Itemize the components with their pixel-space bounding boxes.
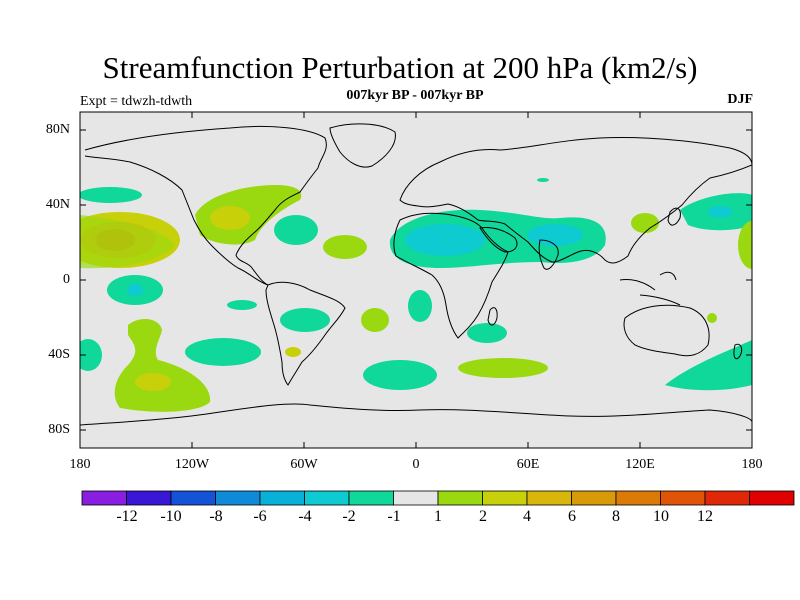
colorbar-box <box>660 490 706 506</box>
lat-label-0: 0 <box>63 272 70 287</box>
contour-region <box>665 340 752 391</box>
lon-label-180e: 180 <box>741 457 763 472</box>
lon-label-120e: 120E <box>625 457 655 472</box>
contour-region <box>631 213 659 233</box>
colorbar-box <box>749 490 795 506</box>
contour-region <box>210 206 250 230</box>
lat-ticks <box>80 129 752 431</box>
lon-ticks <box>79 112 753 448</box>
contour-region <box>114 318 211 412</box>
colorbar-label: -10 <box>160 508 182 525</box>
contour-fields <box>80 178 752 412</box>
contour-region <box>363 360 437 390</box>
contour-region <box>135 373 171 391</box>
colorbar-label: 1 <box>434 508 442 525</box>
colorbar-label: 4 <box>523 508 531 525</box>
contour-region <box>361 308 389 332</box>
lon-label-120w: 120W <box>174 457 210 472</box>
colorbar-label: 2 <box>479 508 487 525</box>
lon-label-60e: 60E <box>516 457 540 472</box>
colorbar-box <box>215 490 261 506</box>
colorbar-box <box>615 490 661 506</box>
colorbar-box <box>571 490 617 506</box>
colorbar-box <box>348 490 394 506</box>
lat-label-40n: 40N <box>45 197 70 212</box>
contour-region <box>80 187 142 203</box>
colorbar-label: 6 <box>568 508 576 525</box>
colorbar-box <box>170 490 216 506</box>
colorbar <box>81 490 795 506</box>
lon-label-60w: 60W <box>290 457 318 472</box>
contour-region <box>127 284 143 296</box>
colorbar-label: -4 <box>298 508 312 525</box>
lat-label-80s: 80S <box>48 422 70 437</box>
contour-region <box>527 224 583 246</box>
colorbar-label: -2 <box>342 508 356 525</box>
colorbar-label: -1 <box>387 508 401 525</box>
coastlines <box>80 123 752 426</box>
contour-region <box>405 224 485 256</box>
contour-region <box>458 358 548 378</box>
contour-region <box>467 323 507 343</box>
colorbar-box <box>126 490 172 506</box>
lat-label-80n: 80N <box>45 122 70 137</box>
colorbar-label: -6 <box>253 508 267 525</box>
contour-region <box>708 206 732 218</box>
contour-region <box>408 290 432 322</box>
colorbar-box <box>437 490 483 506</box>
chart-title: Streamfunction Perturbation at 200 hPa (… <box>102 50 698 85</box>
colorbar-label: 8 <box>612 508 620 525</box>
colorbar-box <box>482 490 528 506</box>
colorbar-box <box>81 490 127 506</box>
lat-label-40s: 40S <box>48 347 70 362</box>
contour-region <box>80 339 102 371</box>
contour-region <box>707 313 717 323</box>
contour-region <box>738 221 752 269</box>
contour-region <box>185 338 261 366</box>
chart-subtitle: 007kyr BP - 007kyr BP <box>346 88 484 103</box>
lon-label-0: 0 <box>412 457 420 472</box>
colorbar-label: 10 <box>653 508 669 525</box>
colorbar-box <box>526 490 572 506</box>
season-label: DJF <box>727 92 753 107</box>
contour-region <box>80 215 175 269</box>
colorbar-box <box>259 490 305 506</box>
contour-region <box>285 347 301 357</box>
colorbar-box <box>704 490 750 506</box>
colorbar-label: 12 <box>697 508 713 525</box>
colorbar-label: -12 <box>116 508 138 525</box>
contour-region <box>323 235 367 259</box>
contour-region <box>537 178 549 182</box>
experiment-label: Expt = tdwzh-tdwth <box>80 94 193 109</box>
colorbar-box <box>393 490 439 506</box>
contour-region <box>227 300 257 310</box>
colorbar-box <box>304 490 350 506</box>
lon-label-180w: 180 <box>69 457 91 472</box>
contour-region <box>280 308 330 332</box>
colorbar-label: -8 <box>209 508 223 525</box>
contour-region <box>274 215 318 245</box>
